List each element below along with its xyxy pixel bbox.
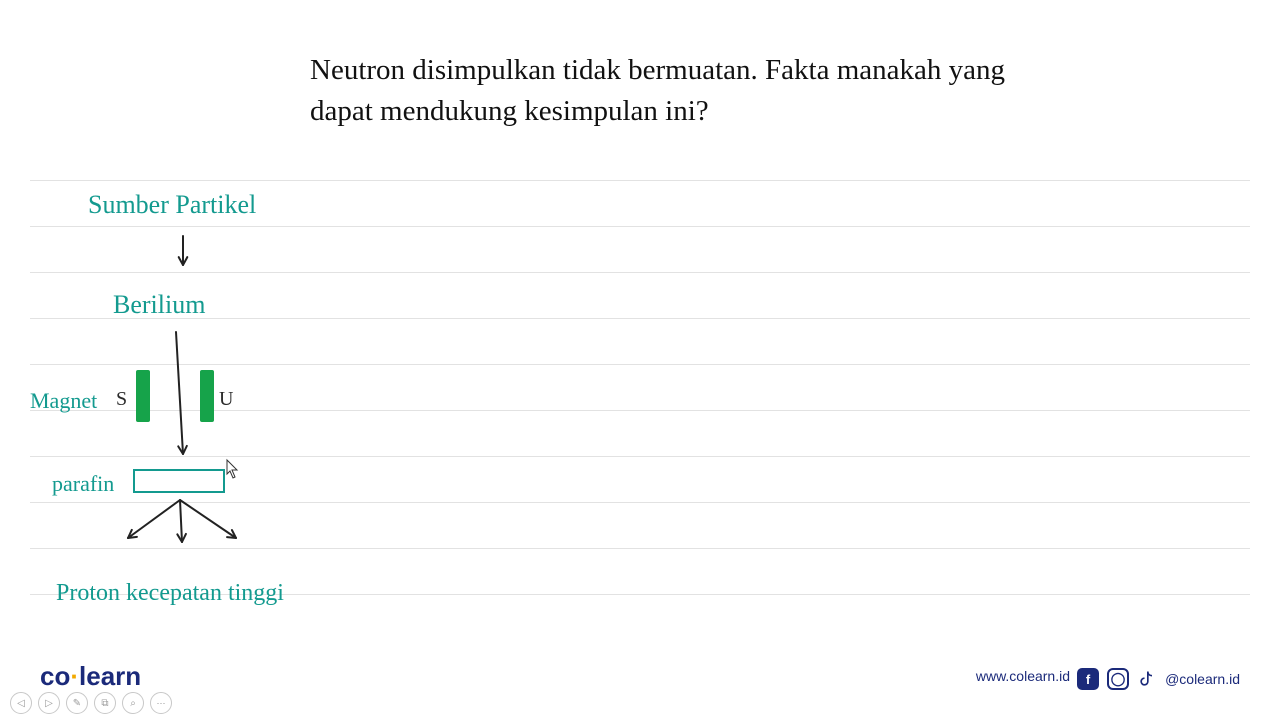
socials: f ◯ @colearn.id — [1077, 668, 1240, 690]
label-pole-s: S — [116, 388, 127, 411]
facebook-icon[interactable]: f — [1077, 668, 1099, 690]
canvas: Neutron disimpulkan tidak bermuatan. Fak… — [0, 0, 1280, 720]
label-pole-u: U — [219, 388, 233, 411]
more-button[interactable]: ⋯ — [150, 692, 172, 714]
logo: co·learn — [40, 661, 141, 692]
player-controls: ◁ ▷ ✎ ⧉ ⌕ ⋯ — [10, 692, 172, 714]
footer: co·learn ◁ ▷ ✎ ⧉ ⌕ ⋯ www.colearn.id f ◯ … — [0, 656, 1280, 720]
ruled-area — [30, 180, 1250, 620]
question-text: Neutron disimpulkan tidak bermuatan. Fak… — [310, 50, 1050, 131]
label-magnet: Magnet — [30, 388, 97, 414]
prev-button[interactable]: ◁ — [10, 692, 32, 714]
logo-post: learn — [79, 661, 141, 691]
zoom-button[interactable]: ⌕ — [122, 692, 144, 714]
next-button[interactable]: ▷ — [38, 692, 60, 714]
logo-pre: co — [40, 661, 70, 691]
label-proton: Proton kecepatan tinggi — [56, 580, 284, 607]
footer-url[interactable]: www.colearn.id — [976, 668, 1070, 684]
logo-dot: · — [70, 661, 79, 691]
label-source: Sumber Partikel — [88, 190, 256, 220]
social-handle: @colearn.id — [1165, 671, 1240, 687]
instagram-icon[interactable]: ◯ — [1107, 668, 1129, 690]
tiktok-icon[interactable] — [1137, 668, 1157, 690]
pen-button[interactable]: ✎ — [66, 692, 88, 714]
copy-button[interactable]: ⧉ — [94, 692, 116, 714]
label-parafin: parafin — [52, 471, 114, 497]
label-berilium: Berilium — [113, 290, 205, 320]
